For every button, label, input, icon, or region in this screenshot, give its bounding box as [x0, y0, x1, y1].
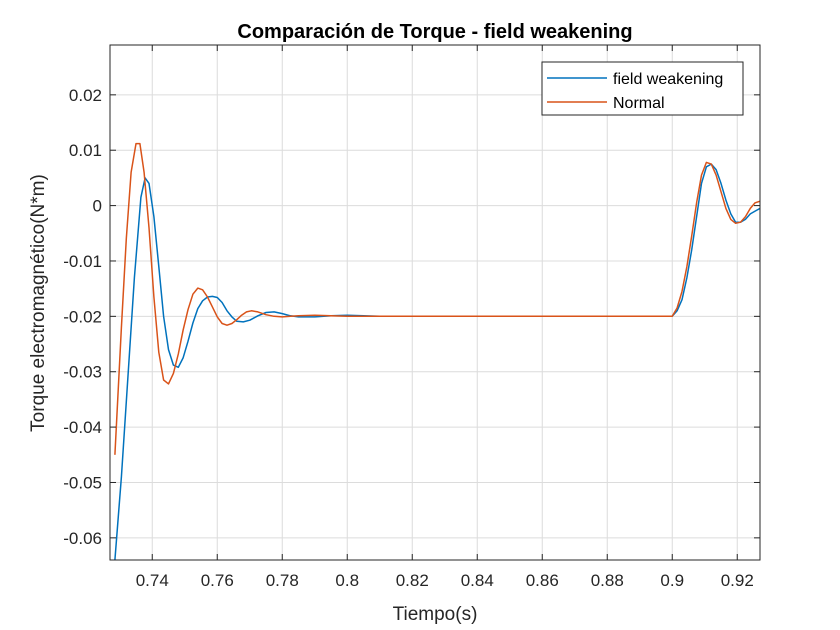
x-tick-label: 0.76 [201, 571, 234, 590]
x-tick-label: 0.8 [335, 571, 359, 590]
y-tick-label: -0.02 [63, 307, 102, 326]
legend-label-normal: Normal [613, 95, 665, 112]
y-tick-label: 0 [93, 197, 102, 216]
x-tick-label: 0.92 [721, 571, 754, 590]
y-tick-label: -0.04 [63, 418, 102, 437]
x-tick-label: 0.86 [526, 571, 559, 590]
series-line-normal [114, 142, 760, 455]
y-tick-label: -0.01 [63, 252, 102, 271]
x-tick-label: 0.84 [461, 571, 494, 590]
x-axis-label: Tiempo(s) [393, 604, 478, 625]
legend-box [541, 61, 744, 116]
grid-lines [110, 45, 760, 560]
y-tick-label: -0.06 [63, 529, 102, 548]
y-axis-label: Torque electromagnético(N*m) [28, 174, 49, 432]
legend: field weakening Normal [541, 61, 744, 116]
x-tick-label: 0.78 [266, 571, 299, 590]
x-tick-label: 0.74 [136, 571, 169, 590]
series-lines [114, 142, 760, 560]
y-tick-label: -0.03 [63, 363, 102, 382]
x-tick-label: 0.88 [591, 571, 624, 590]
plot-area [110, 45, 760, 560]
chart-title: Comparación de Torque - field weakening [237, 21, 632, 43]
legend-label-field-weakening: field weakening [613, 71, 723, 88]
y-tick-label: 0.02 [69, 86, 102, 105]
y-tick-label: -0.05 [63, 473, 102, 492]
x-tick-label: 0.82 [396, 571, 429, 590]
y-tick-label: 0.01 [69, 141, 102, 160]
axis-ticks: 0.74 0.76 0.78 0.8 0.82 0.84 0.86 0.88 0.9 0.92 0.… [63, 45, 760, 590]
x-tick-label: 0.9 [660, 571, 684, 590]
axes-box [109, 44, 761, 561]
